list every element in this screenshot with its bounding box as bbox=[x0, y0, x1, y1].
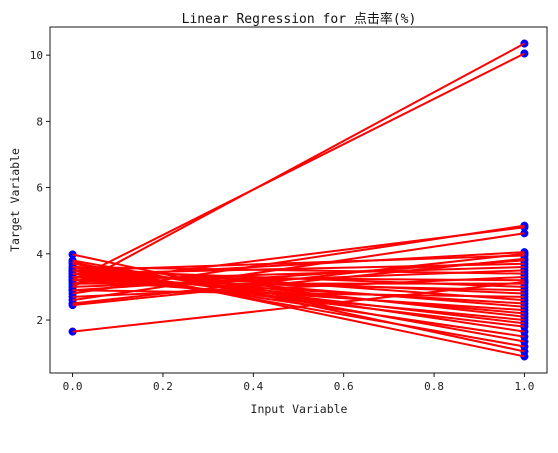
y-tick-label: 2 bbox=[36, 314, 43, 327]
x-tick-label: 0.4 bbox=[243, 380, 263, 393]
regression-line-1 bbox=[72, 52, 525, 282]
x-axis-ticks: 0.0 0.2 0.4 0.6 0.8 1.0 bbox=[63, 373, 534, 393]
y-tick-label: 8 bbox=[36, 115, 43, 128]
regression-line-20 bbox=[72, 266, 525, 302]
chart-title: Linear Regression for 点击率(%) bbox=[182, 11, 417, 27]
x-tick-label: 0.2 bbox=[153, 380, 173, 393]
x-axis-label: Input Variable bbox=[251, 402, 348, 416]
regression-line-23 bbox=[72, 279, 525, 312]
regression-line-22 bbox=[72, 269, 525, 308]
regression-line-36 bbox=[72, 280, 525, 333]
regression-line-34 bbox=[72, 261, 525, 358]
regression-line-12 bbox=[72, 266, 525, 275]
x-tick-label: 1.0 bbox=[514, 380, 534, 393]
regression-line-31 bbox=[72, 259, 525, 343]
regression-line-29 bbox=[72, 262, 525, 333]
y-tick-label: 4 bbox=[36, 248, 43, 261]
regression-lines bbox=[72, 42, 525, 358]
y-axis-label: Target Variable bbox=[8, 148, 22, 252]
y-tick-label: 10 bbox=[30, 49, 43, 62]
regression-line-0 bbox=[72, 42, 525, 288]
y-axis-ticks: 2 4 6 8 10 bbox=[30, 49, 50, 327]
y-tick-label: 6 bbox=[36, 182, 43, 195]
regression-line-4 bbox=[72, 232, 525, 302]
x-tick-label: 0.8 bbox=[424, 380, 444, 393]
x-tick-label: 0.6 bbox=[334, 380, 354, 393]
regression-line-35 bbox=[72, 257, 525, 307]
regression-line-33 bbox=[72, 253, 525, 353]
x-tick-label: 0.0 bbox=[63, 380, 83, 393]
